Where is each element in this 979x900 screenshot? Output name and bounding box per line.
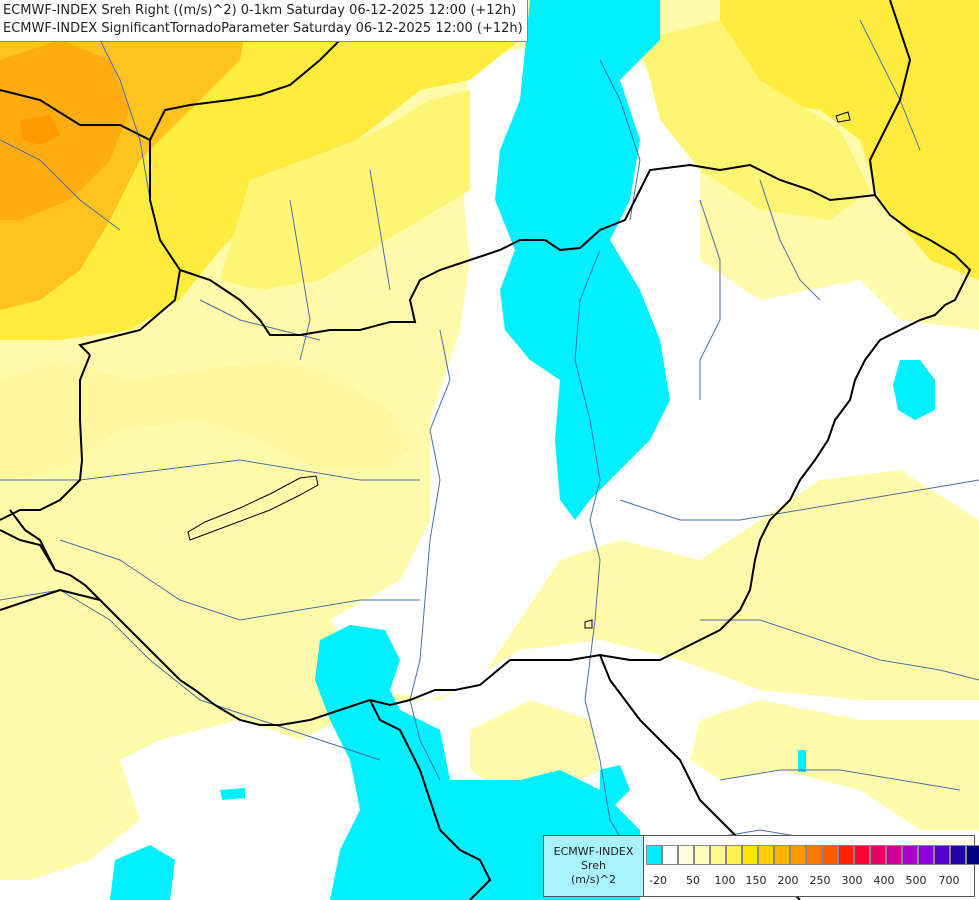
legend-tick-label: 500 xyxy=(905,874,927,887)
legend-swatch xyxy=(966,845,979,865)
light-yellow-northeast xyxy=(640,20,870,220)
color-legend: ECMWF-INDEX Sreh (m/s)^2 -20 50 100 150 200 2… xyxy=(543,835,979,897)
yellow-region-northeast xyxy=(720,0,979,280)
legend-swatch xyxy=(934,845,950,865)
legend-tick-label: 50 xyxy=(686,874,700,887)
legend-tick-label: 400 xyxy=(873,874,895,887)
legend-swatch xyxy=(870,845,886,865)
legend-swatch xyxy=(838,845,854,865)
legend-swatches xyxy=(646,845,979,865)
dark-orange-region xyxy=(0,40,130,220)
legend-label-line-3: (m/s)^2 xyxy=(571,873,616,886)
legend-swatch xyxy=(854,845,870,865)
title-box: ECMWF-INDEX Sreh Right ((m/s)^2) 0-1km S… xyxy=(0,0,528,42)
legend-swatch xyxy=(694,845,710,865)
cyan-blob-east xyxy=(798,750,806,772)
title-line-2: ECMWF-INDEX SignificantTornadoParameter … xyxy=(3,21,523,36)
small-lake-south xyxy=(584,619,593,629)
legend-swatch xyxy=(774,845,790,865)
legend-swatch xyxy=(902,845,918,865)
cyan-region-north xyxy=(495,0,670,520)
legend-tick-label: 700 xyxy=(938,874,960,887)
title-line-1: ECMWF-INDEX Sreh Right ((m/s)^2) 0-1km S… xyxy=(3,3,517,18)
legend-swatch xyxy=(646,845,662,865)
legend-tick-label: 200 xyxy=(777,874,799,887)
legend-tick-label: 250 xyxy=(809,874,831,887)
yellow-patch-south xyxy=(470,700,600,790)
legend-swatch xyxy=(918,845,934,865)
legend-swatch xyxy=(822,845,838,865)
legend-swatch xyxy=(806,845,822,865)
legend-swatch xyxy=(710,845,726,865)
legend-ticks: -20 50 100 150 200 250 300 400 500 700 xyxy=(644,874,974,890)
pale-yellow-band xyxy=(0,360,410,480)
darker-orange-spot xyxy=(20,115,60,145)
cyan-region-sw-corner xyxy=(110,845,175,900)
legend-tick-label: 150 xyxy=(745,874,767,887)
legend-swatch xyxy=(742,845,758,865)
yellow-patch-southeast xyxy=(690,700,979,830)
cyan-blob-tiny xyxy=(220,788,245,800)
legend-swatch xyxy=(678,845,694,865)
small-lake-east xyxy=(835,111,851,123)
lake-balaton xyxy=(187,475,319,541)
legend-tick-label: 100 xyxy=(714,874,736,887)
legend-label-line-1: ECMWF-INDEX xyxy=(553,845,634,858)
legend-swatch xyxy=(758,845,774,865)
cyan-region-east xyxy=(893,360,935,420)
yellow-patch-sw xyxy=(0,740,140,880)
legend-tick-label: 300 xyxy=(841,874,863,887)
cyan-region-southwest xyxy=(315,625,640,900)
legend-swatch xyxy=(790,845,806,865)
legend-label-line-2: Sreh xyxy=(580,859,606,872)
light-yellow-north xyxy=(220,90,470,290)
cyan-region-small xyxy=(600,765,630,805)
legend-swatch xyxy=(662,845,678,865)
legend-swatch xyxy=(950,845,966,865)
legend-swatch xyxy=(886,845,902,865)
legend-tick-label: -20 xyxy=(649,874,667,887)
legend-swatch xyxy=(726,845,742,865)
legend-label: ECMWF-INDEX Sreh (m/s)^2 xyxy=(544,836,644,896)
